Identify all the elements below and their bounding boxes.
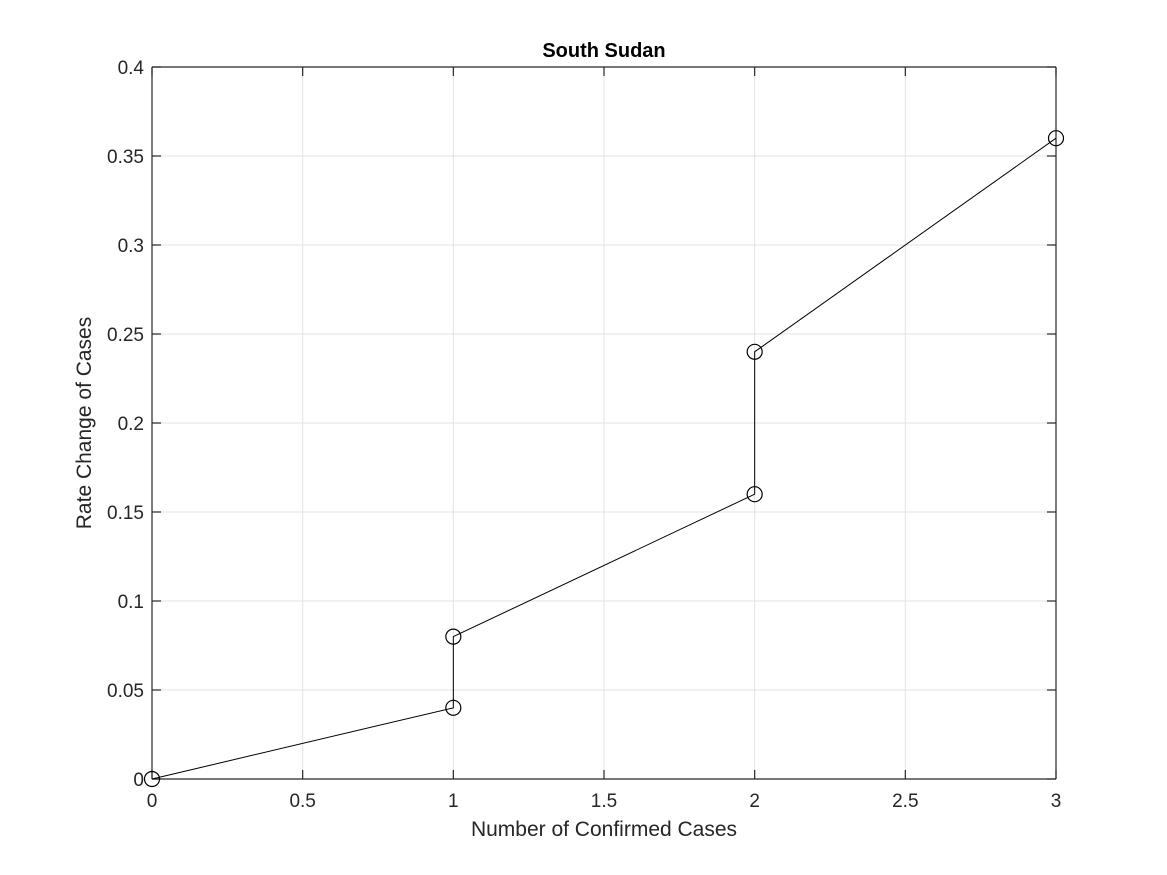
x-tick-label: 0.5 <box>289 791 315 812</box>
y-axis-label: Rate Change of Cases <box>73 317 96 529</box>
x-tick-label: 0 <box>147 791 158 812</box>
series-layer <box>143 130 1065 788</box>
y-tick-labels: 0 0.05 0.1 0.15 0.2 0.25 0.3 0.35 0.4 <box>107 58 144 791</box>
y-tick-label: 0.1 <box>118 592 144 613</box>
y-tick-label: 0.2 <box>118 414 144 435</box>
y-tick-label: 0 <box>133 770 144 791</box>
x-tick-labels: 0 0.5 1 1.5 2 2.5 3 <box>147 791 1062 812</box>
y-tick-label: 0.15 <box>107 503 144 524</box>
y-tick-label: 0.25 <box>107 325 144 346</box>
data-point-marker <box>1047 130 1065 147</box>
data-point-marker <box>143 770 161 788</box>
chart-title: South Sudan <box>542 40 665 62</box>
y-tick-label: 0.05 <box>107 681 144 702</box>
data-point-marker <box>746 343 763 360</box>
x-tick-label: 3 <box>1051 791 1062 812</box>
x-tick-label: 2.5 <box>892 791 918 812</box>
x-tick-label: 1.5 <box>591 791 617 812</box>
y-tick-label: 0.4 <box>118 58 145 79</box>
x-axis-label: Number of Confirmed Cases <box>471 818 737 841</box>
x-tick-label: 1 <box>448 791 459 812</box>
series-line <box>151 137 1057 780</box>
y-tick-label: 0.3 <box>118 236 144 257</box>
data-point-marker <box>445 699 462 716</box>
data-point-marker <box>445 628 462 645</box>
x-tick-label: 2 <box>749 791 760 812</box>
data-point-marker <box>746 486 763 503</box>
y-tick-label: 0.35 <box>107 147 144 168</box>
